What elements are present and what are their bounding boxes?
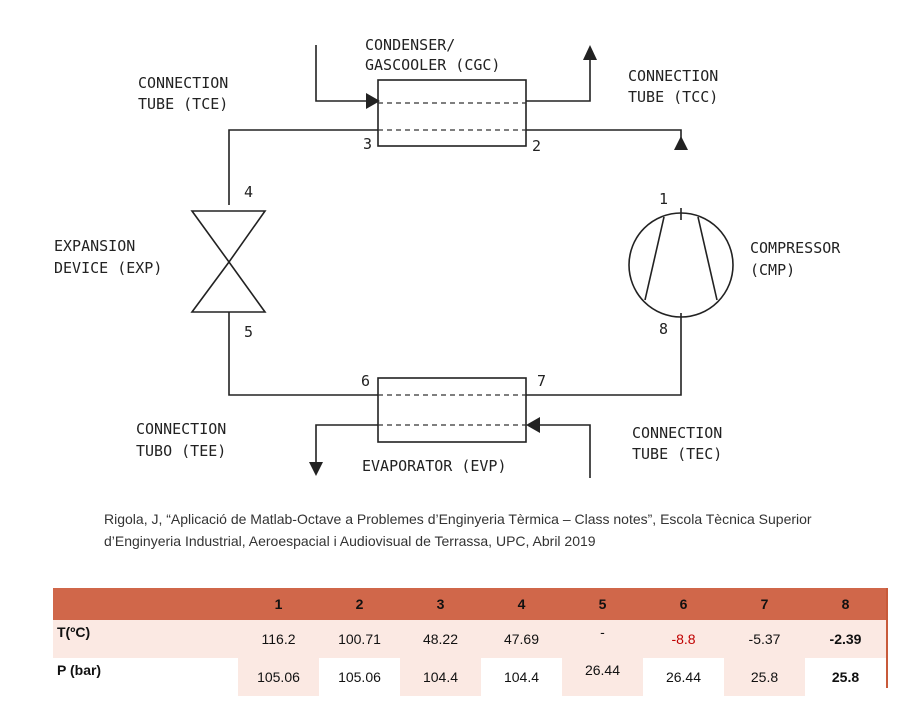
evaporator-label: EVAPORATOR (EVP): [362, 457, 507, 475]
evaporator-outlet-line: [315, 424, 378, 462]
table-row-temperature: T(ºC) 116.2 100.71 48.22 47.69 - -8.8 -5…: [53, 620, 886, 658]
table-cell: 104.4: [481, 658, 562, 696]
flow-arrow: [674, 136, 688, 150]
expansion-device: [190, 210, 267, 313]
tee-label: CONNECTION TUBO (TEE): [136, 420, 235, 460]
condenser: [377, 79, 527, 147]
column-header: 7: [724, 588, 805, 620]
table-cell: 26.44: [562, 658, 643, 696]
table-corner: [53, 588, 238, 620]
loop-line: [228, 129, 378, 396]
expansion-label: EXPANSION DEVICE (EXP): [54, 237, 162, 277]
tcc-label: CONNECTION TUBE (TCC): [628, 67, 727, 106]
evaporator-outlet-arrow: [309, 462, 323, 476]
node-1: 1: [659, 190, 668, 208]
table-header-row: 1 2 3 4 5 6 7 8: [53, 588, 886, 620]
table-cell: -8.8: [643, 620, 724, 658]
row-label: P (bar): [53, 658, 238, 696]
refrigeration-cycle-diagram: CONDENSER/ GASCOOLER (CGC) CONNECTION TU…: [54, 36, 849, 478]
column-header: 3: [400, 588, 481, 620]
compressor: [628, 212, 734, 318]
condenser-inlet-arrow: [366, 93, 380, 109]
column-header: 4: [481, 588, 562, 620]
evaporator-inlet-line: [532, 424, 591, 478]
node-4: 4: [244, 183, 253, 201]
column-header: 6: [643, 588, 724, 620]
tec-label: CONNECTION TUBE (TEC): [632, 424, 731, 463]
table-cell: 48.22: [400, 620, 481, 658]
table-cell: -2.39: [805, 620, 886, 658]
node-7: 7: [537, 372, 546, 390]
condenser-inlet-line: [315, 45, 372, 102]
table-cell: 26.44: [643, 658, 724, 696]
table-cell: 25.8: [724, 658, 805, 696]
node-5: 5: [244, 323, 253, 341]
table-cell: 100.71: [319, 620, 400, 658]
citation-line-1: Rigola, J, “Aplicació de Matlab-Octave a…: [104, 511, 812, 527]
table-row-pressure: P (bar) 105.06 105.06 104.4 104.4 26.44 …: [53, 658, 886, 696]
table-cell: 105.06: [319, 658, 400, 696]
table-cell: 116.2: [238, 620, 319, 658]
table-cell: 47.69: [481, 620, 562, 658]
column-header: 8: [805, 588, 886, 620]
column-header: 5: [562, 588, 643, 620]
row-label: T(ºC): [53, 620, 238, 658]
table-cell: -5.37: [724, 620, 805, 658]
compressor-label: COMPRESSOR (CMP): [750, 239, 849, 279]
citation-line-2: d’Enginyeria Industrial, Aeroespacial i …: [104, 533, 596, 549]
evaporator: [377, 377, 527, 443]
condenser-outlet-line: [526, 58, 591, 102]
citation: Rigola, J, “Aplicació de Matlab-Octave a…: [104, 508, 884, 552]
node-8: 8: [659, 320, 668, 338]
table-cell: 105.06: [238, 658, 319, 696]
table-cell: 25.8: [805, 658, 886, 696]
condenser-outlet-arrow: [583, 45, 597, 60]
tce-label: CONNECTION TUBE (TCE): [138, 74, 237, 113]
table-cell: 104.4: [400, 658, 481, 696]
column-header: 2: [319, 588, 400, 620]
node-3: 3: [363, 135, 372, 153]
loop-line-right: [526, 129, 682, 396]
state-table: 1 2 3 4 5 6 7 8 T(ºC) 116.2 100.71 48.22…: [53, 588, 888, 696]
evaporator-inlet-arrow: [526, 417, 540, 433]
node-2: 2: [532, 137, 541, 155]
node-6: 6: [361, 372, 370, 390]
condenser-label: CONDENSER/ GASCOOLER (CGC): [365, 36, 500, 74]
column-header: 1: [238, 588, 319, 620]
table-cell: -: [562, 620, 643, 658]
